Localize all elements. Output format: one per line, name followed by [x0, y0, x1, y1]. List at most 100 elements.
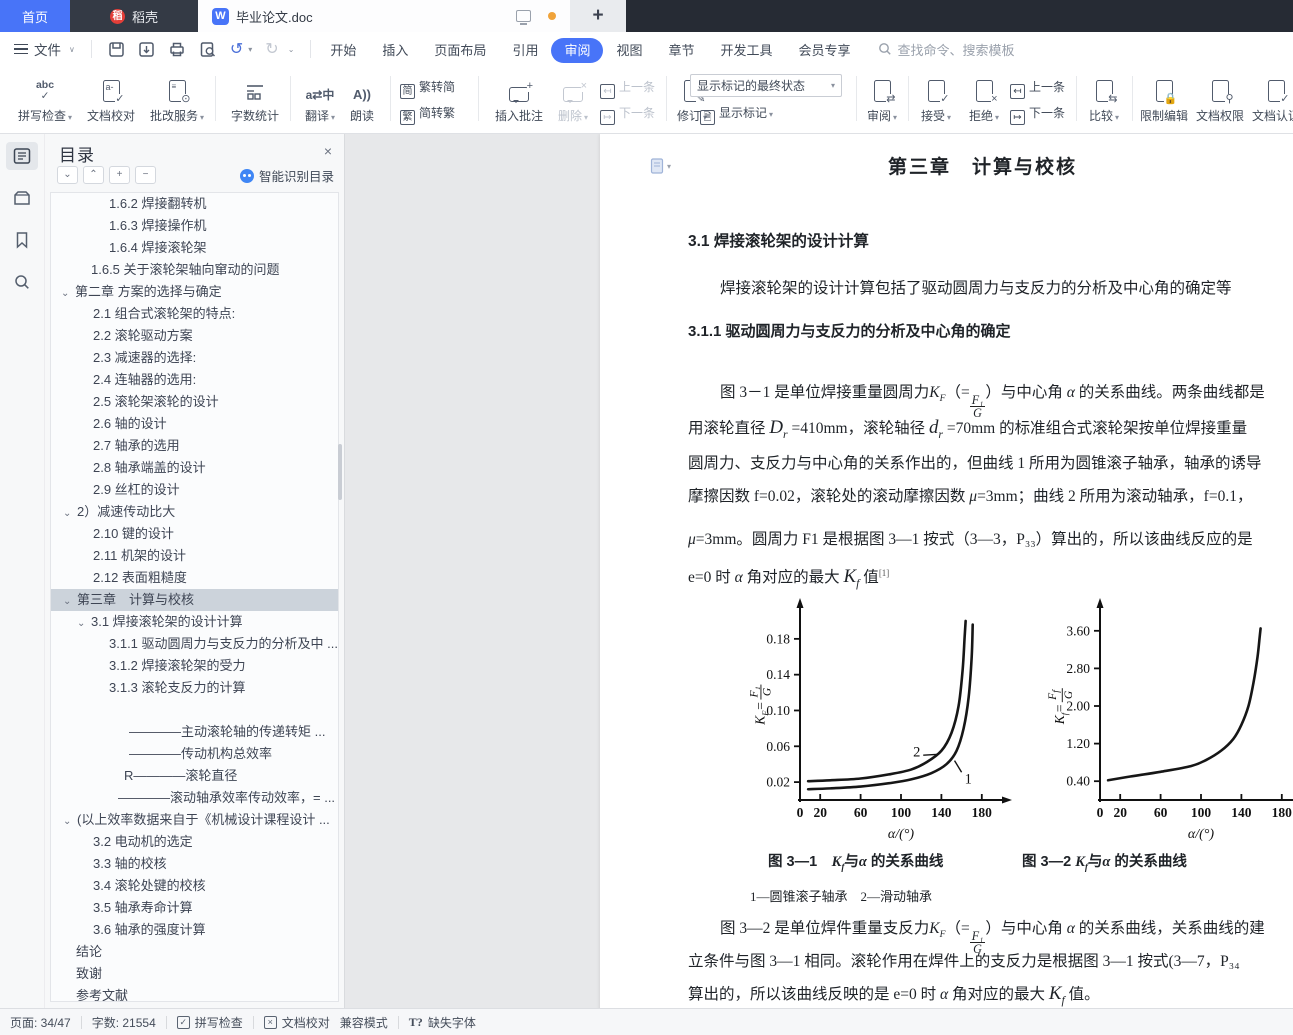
- bookmark-icon[interactable]: [6, 226, 38, 254]
- toc-item[interactable]: 3.4 滚轮处键的校核: [51, 875, 338, 897]
- toc-item[interactable]: 2.1 组合式滚轮架的特点:: [51, 303, 338, 325]
- toc-item[interactable]: ————传动机构总效率: [51, 743, 338, 765]
- toc-scrollbar[interactable]: [338, 444, 342, 500]
- missing-font-indicator[interactable]: T? 缺失字体: [408, 1014, 476, 1030]
- undo-icon[interactable]: ↺: [229, 41, 244, 58]
- compare-button[interactable]: ⇆ 比较 ▾: [1082, 72, 1126, 124]
- menu-tab-开始[interactable]: 开始: [330, 42, 357, 58]
- toc-item[interactable]: ⌄ (以上效率数据来自于《机械设计课程设计 ...: [51, 809, 338, 831]
- toc-item[interactable]: ————滚动轴承效率传动效率，= ...: [51, 787, 338, 809]
- spell-check-button[interactable]: abc ✓ 拼写检查 ▾: [14, 72, 76, 124]
- file-menu-button[interactable]: 文件 ∨: [0, 39, 85, 59]
- menu-tab-审阅[interactable]: 审阅: [551, 37, 604, 63]
- screen-share-icon[interactable]: [516, 10, 531, 25]
- toc-item[interactable]: 致谢: [51, 963, 338, 985]
- print-icon[interactable]: [168, 41, 186, 58]
- reject-button[interactable]: × 拒绝 ▾: [962, 72, 1006, 124]
- toc-item[interactable]: 3.1.1 驱动圆周力与支反力的分析及中 ...: [51, 633, 338, 655]
- chevron-down-icon[interactable]: ⌄: [63, 816, 72, 827]
- trad-to-simp-button[interactable]: 简繁转简: [400, 78, 455, 99]
- toc-item[interactable]: 3.1.3 滚轮支反力的计算: [51, 677, 338, 699]
- toc-item[interactable]: 2.4 连轴器的选用:: [51, 369, 338, 391]
- toc-item[interactable]: 2.6 轴的设计: [51, 413, 338, 435]
- toc-item[interactable]: 2.11 机架的设计: [51, 545, 338, 567]
- doc-proofread-button[interactable]: a- ✓ 文档校对: [80, 72, 142, 124]
- smart-toc-button[interactable]: 智能识别目录: [239, 166, 334, 185]
- toc-item[interactable]: 2.3 减速器的选择:: [51, 347, 338, 369]
- next-change-button[interactable]: ↦ 下一条: [1010, 104, 1065, 125]
- compat-mode-indicator[interactable]: 兼容模式: [339, 1015, 388, 1030]
- simp-to-trad-button[interactable]: 繁简转繁: [400, 104, 455, 125]
- tab-daoke[interactable]: 稻 稻壳: [70, 0, 198, 32]
- toc-item[interactable]: 3.5 轴承寿命计算: [51, 897, 338, 919]
- toc-item[interactable]: 3.2 电动机的选定: [51, 831, 338, 853]
- toc-item[interactable]: 2.8 轴承端盖的设计: [51, 457, 338, 479]
- toc-item[interactable]: ⌄ 第三章 计算与校核: [51, 589, 338, 611]
- outline-pane-icon[interactable]: [6, 142, 38, 170]
- toc-item[interactable]: ⌄ 2）减速传动比大: [51, 501, 338, 523]
- show-markup-button[interactable]: 🗎 显示标记 ▾: [700, 104, 773, 125]
- menu-tab-视图[interactable]: 视图: [616, 42, 643, 58]
- toc-item[interactable]: 2.2 滚轮驱动方案: [51, 325, 338, 347]
- tab-home[interactable]: 首页: [0, 0, 70, 32]
- markup-state-dropdown[interactable]: 显示标记的最终状态 ▾: [690, 74, 842, 97]
- close-icon[interactable]: ×: [323, 143, 332, 159]
- toc-item[interactable]: 2.9 丝杠的设计: [51, 479, 338, 501]
- qat-more-icon[interactable]: ⌄: [287, 44, 295, 54]
- tab-document[interactable]: W 毕业论文.doc: [198, 0, 570, 32]
- grading-service-button[interactable]: ≡ ⊙ 批改服务 ▾: [146, 72, 208, 124]
- restrict-editing-button[interactable]: 🔒 限制编辑: [1138, 72, 1190, 124]
- new-tab-button[interactable]: +: [570, 0, 626, 32]
- toc-item[interactable]: 3.3 轴的校核: [51, 853, 338, 875]
- doc-permission-button[interactable]: ⚲ 文档权限: [1194, 72, 1246, 124]
- toc-item[interactable]: 1.6.3 焊接操作机: [51, 215, 338, 237]
- status-doc-proofread[interactable]: × 文档校对: [263, 1014, 330, 1031]
- toc-item[interactable]: 3.6 轴承的强度计算: [51, 919, 338, 941]
- save-icon[interactable]: [108, 41, 125, 58]
- document-page[interactable]: ▾ 第三章 计算与校核 3.1 焊接滚轮架的设计计算 焊接滚轮架的设计计算包括了…: [600, 134, 1293, 1008]
- review-button[interactable]: ⇄ 审阅 ▾: [862, 72, 902, 124]
- toc-item[interactable]: 参考文献: [51, 985, 338, 1001]
- find-pane-icon[interactable]: [6, 268, 38, 296]
- toc-item[interactable]: ————主动滚轮轴的传递转矩 ...: [51, 721, 338, 743]
- chevron-down-icon[interactable]: ⌄: [61, 288, 70, 299]
- menu-tab-插入[interactable]: 插入: [382, 42, 409, 58]
- toc-collapse-all-button[interactable]: ⌃: [83, 166, 104, 184]
- task-pane-icon[interactable]: [6, 184, 38, 212]
- toc-item[interactable]: ⌄ 3.1 焊接滚轮架的设计计算: [51, 611, 338, 633]
- menu-tab-页面布局[interactable]: 页面布局: [434, 42, 487, 58]
- word-count-indicator[interactable]: 字数: 21554: [91, 1015, 156, 1030]
- toc-item[interactable]: 2.7 轴承的选用: [51, 435, 338, 457]
- status-spell-check[interactable]: ✓ 拼写检查: [176, 1014, 243, 1031]
- toc-item[interactable]: R————滚轮直径: [51, 765, 338, 787]
- toc-item[interactable]: 1.6.5 关于滚轮架轴向窜动的问题: [51, 259, 338, 281]
- toc-item[interactable]: 2.12 表面粗糙度: [51, 567, 338, 589]
- accept-button[interactable]: ✓ 接受 ▾: [914, 72, 958, 124]
- translate-button[interactable]: a⇄中 翻译 ▾: [298, 72, 342, 124]
- toc-item[interactable]: 2.10 键的设计: [51, 523, 338, 545]
- toc-item[interactable]: 3.1.2 焊接滚轮架的受力: [51, 655, 338, 677]
- toc-zoom-out-button[interactable]: −: [135, 166, 156, 184]
- read-aloud-button[interactable]: A)) 朗读: [344, 72, 380, 124]
- chevron-down-icon[interactable]: ⌄: [63, 596, 72, 607]
- command-search[interactable]: 查找命令、搜索模板: [878, 40, 1015, 59]
- save-as-icon[interactable]: [138, 41, 155, 58]
- toc-item[interactable]: ⌄ 第二章 方案的选择与确定: [51, 281, 338, 303]
- page-bookmark-icon[interactable]: ▾: [650, 158, 671, 174]
- toc-item[interactable]: 2.5 滚轮架滚轮的设计: [51, 391, 338, 413]
- menu-tab-会员专享[interactable]: 会员专享: [798, 42, 851, 58]
- word-count-button[interactable]: 字数统计: [226, 72, 284, 124]
- toc-expand-all-button[interactable]: ⌄: [57, 166, 78, 184]
- toc-item[interactable]: 1.6.2 焊接翻转机: [51, 193, 338, 215]
- insert-comment-button[interactable]: + 插入批注: [488, 72, 550, 124]
- toc-zoom-in-button[interactable]: +: [109, 166, 130, 184]
- toc-item[interactable]: 1.6.4 焊接滚轮架: [51, 237, 338, 259]
- print-preview-icon[interactable]: [199, 41, 217, 58]
- menu-tab-引用[interactable]: 引用: [512, 42, 539, 58]
- toc-item[interactable]: 结论: [51, 941, 338, 963]
- chevron-down-icon[interactable]: ⌄: [63, 508, 72, 519]
- chevron-down-icon[interactable]: ⌄: [77, 618, 86, 629]
- doc-certify-button[interactable]: ✓ 文档认证: [1250, 72, 1293, 124]
- menu-tab-章节[interactable]: 章节: [668, 42, 695, 58]
- undo-caret-icon[interactable]: ▾: [248, 44, 253, 54]
